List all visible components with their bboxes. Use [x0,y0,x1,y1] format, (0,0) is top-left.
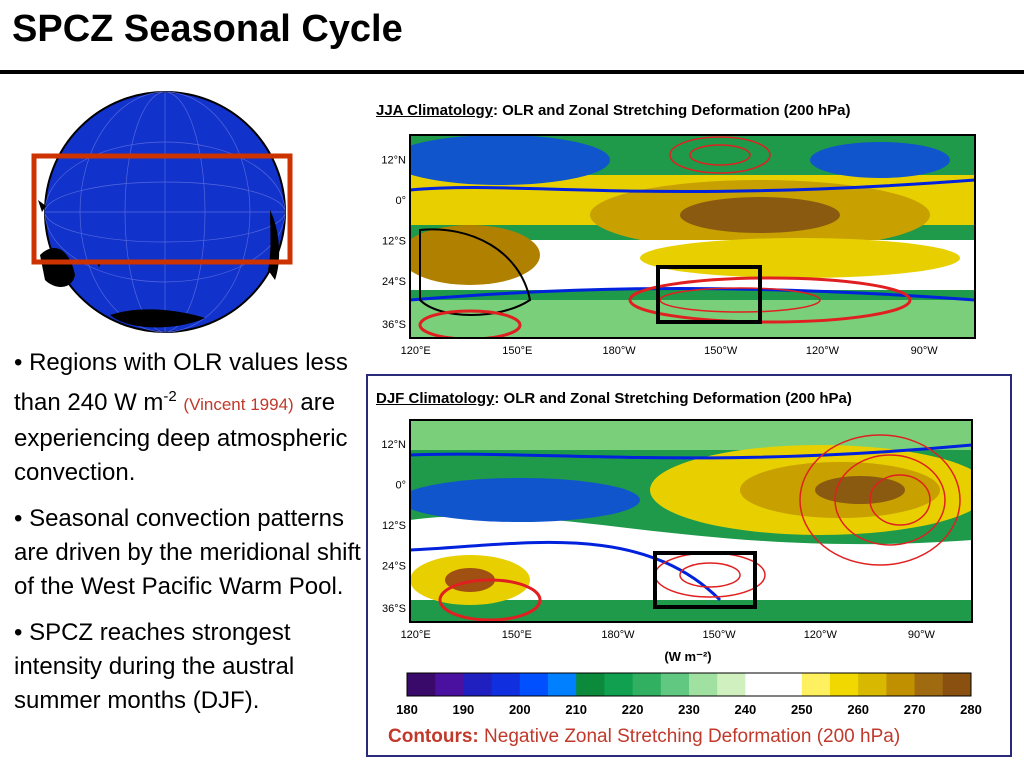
latitude-label: 24°S [382,276,406,288]
contours-text: Negative Zonal Stretching Deformation (2… [484,726,901,747]
title-rule [0,70,1024,74]
globe [31,91,293,333]
latitude-label: 0° [395,195,406,207]
bullet-text: Regions with OLR values less than 240 W … [14,349,348,416]
title: SPCZ Seasonal Cycle [12,8,403,50]
bullet-text: are experiencing deep atmospheric convec… [14,389,348,486]
caption-text: : OLR and Zonal Stretching Deformation (… [492,102,851,119]
latitude-label: 36°S [382,319,406,331]
contours-label: Contours: [388,726,479,747]
djf-panel [366,374,1012,757]
longitude-label: 90°W [911,345,939,357]
longitude-label: 180°W [602,345,636,357]
citation: (Vincent 1994) [183,395,294,414]
bullet-list: • Regions with OLR values less than 240 … [14,346,366,730]
bullet-text: SPCZ reaches strongest intensity during … [14,619,295,714]
superscript: -2 [163,388,177,405]
caption-text: : OLR and Zonal Stretching Deformation (… [494,390,852,407]
bullet-text: Seasonal convection patterns are driven … [14,505,361,600]
latitude-label: 12°S [382,236,406,248]
contours-note: Contours: Negative Zonal Stretching Defo… [388,726,900,748]
bullet: • Seasonal convection patterns are drive… [14,505,361,600]
map-label: JJA Climatology [376,102,493,119]
bullet: • Regions with OLR values less than 240 … [14,349,348,486]
latitude-label: 12°N [381,154,406,166]
map-label: DJF Climatology [376,390,495,407]
map-caption: JJA Climatology: OLR and Zonal Stretchin… [376,102,851,119]
map-caption: DJF Climatology: OLR and Zonal Stretchin… [376,390,852,407]
jja-map [410,135,975,338]
longitude-label: 150°E [502,345,532,357]
longitude-label: 150°W [704,345,738,357]
longitude-label: 120°E [401,345,431,357]
longitude-label: 120°W [806,345,840,357]
bullet: • SPCZ reaches strongest intensity durin… [14,619,295,714]
